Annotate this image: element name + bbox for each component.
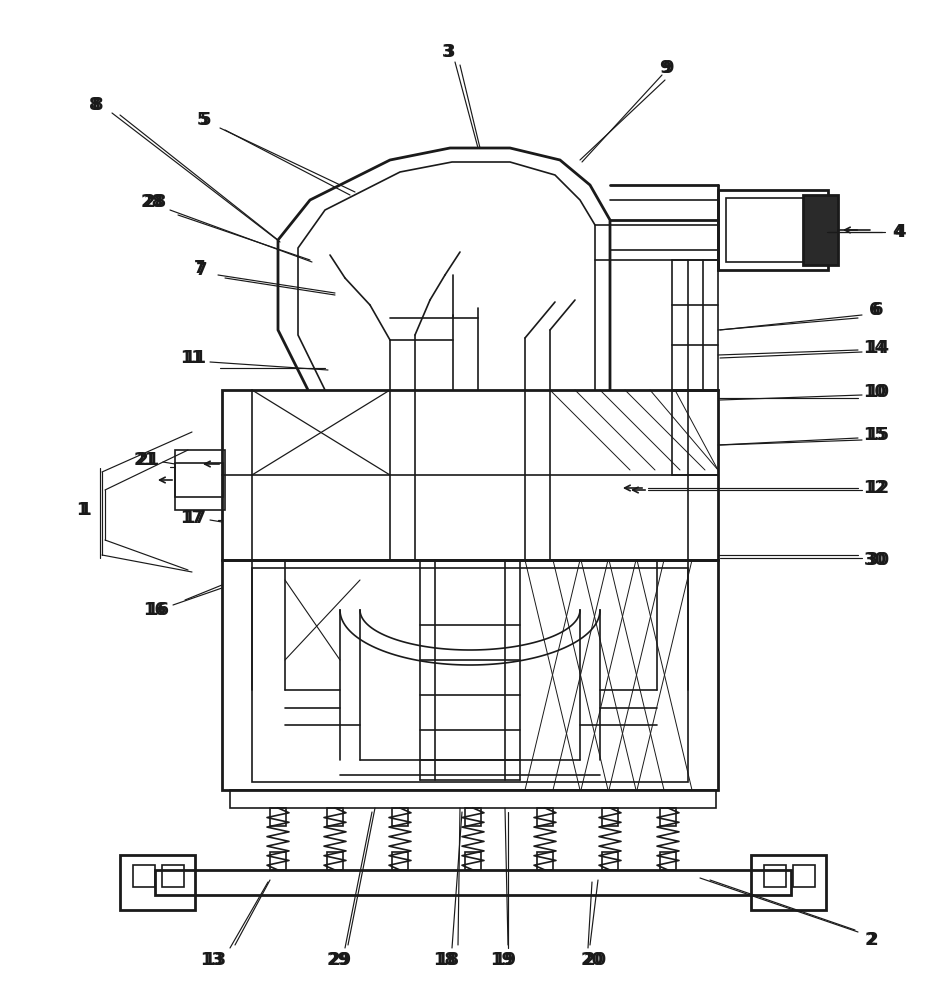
Text: 3: 3 [442,43,454,61]
Text: 9: 9 [659,59,671,77]
Bar [465,808,481,826]
Text: 8: 8 [89,96,101,114]
Text: 14: 14 [867,339,889,357]
Text: 19: 19 [494,951,517,969]
Text: 29: 29 [326,951,350,969]
Bar [718,190,828,270]
Text: 18: 18 [436,951,460,969]
Bar [465,852,481,870]
Text: 8: 8 [93,96,104,114]
Bar [222,560,718,790]
Bar [660,808,676,826]
Bar [793,865,815,887]
Text: 11: 11 [181,349,203,367]
Text: 21: 21 [136,451,160,469]
Bar [270,852,286,870]
Text: 15: 15 [864,426,886,444]
Bar [175,463,223,497]
Bar [133,865,155,887]
Text: 9: 9 [662,59,674,77]
Text: 17: 17 [184,509,206,527]
Text: 10: 10 [864,383,886,401]
Bar [162,865,184,887]
Text: 4: 4 [894,223,906,241]
Text: 29: 29 [328,951,352,969]
Bar [392,852,408,870]
Text: 16: 16 [144,601,166,619]
Text: 20: 20 [581,951,604,969]
Text: 30: 30 [867,551,889,569]
Text: 12: 12 [864,479,886,497]
Bar [537,852,553,870]
Text: 16: 16 [147,601,169,619]
Text: 2: 2 [865,931,876,949]
Bar [537,808,553,826]
Bar [120,855,195,910]
Text: 5: 5 [196,111,208,129]
Text: 13: 13 [201,951,223,969]
Text: 18: 18 [433,951,457,969]
Bar [230,790,716,808]
Text: 3: 3 [445,43,456,61]
Text: 1: 1 [79,501,91,519]
Bar [660,852,676,870]
Text: 13: 13 [203,951,226,969]
Bar [222,390,718,560]
Bar [327,808,343,826]
Text: 19: 19 [490,951,514,969]
Text: 1: 1 [77,501,88,519]
Text: 6: 6 [872,301,884,319]
Text: 28: 28 [140,193,164,211]
Text: 7: 7 [196,261,208,279]
Text: 4: 4 [892,223,903,241]
Bar [751,855,826,910]
Text: 2: 2 [867,931,878,949]
Bar [155,870,791,895]
Text: 28: 28 [144,193,166,211]
Bar [327,852,343,870]
Bar [726,198,820,262]
Text: 10: 10 [867,383,889,401]
Bar [764,865,786,887]
Bar [392,808,408,826]
Text: 6: 6 [869,301,881,319]
Bar [803,195,838,265]
Text: 12: 12 [867,479,889,497]
Text: 7: 7 [194,259,206,277]
Bar [252,568,688,782]
Text: 17: 17 [181,509,203,527]
Text: 15: 15 [867,426,889,444]
Bar [602,808,618,826]
Text: 5: 5 [200,111,211,129]
Text: 30: 30 [864,551,886,569]
Bar [270,808,286,826]
Bar [175,450,225,510]
Text: 20: 20 [584,951,606,969]
Text: 14: 14 [864,339,886,357]
Text: 1: 1 [79,501,91,519]
Text: 21: 21 [133,451,156,469]
Text: 11: 11 [184,349,206,367]
Bar [602,852,618,870]
